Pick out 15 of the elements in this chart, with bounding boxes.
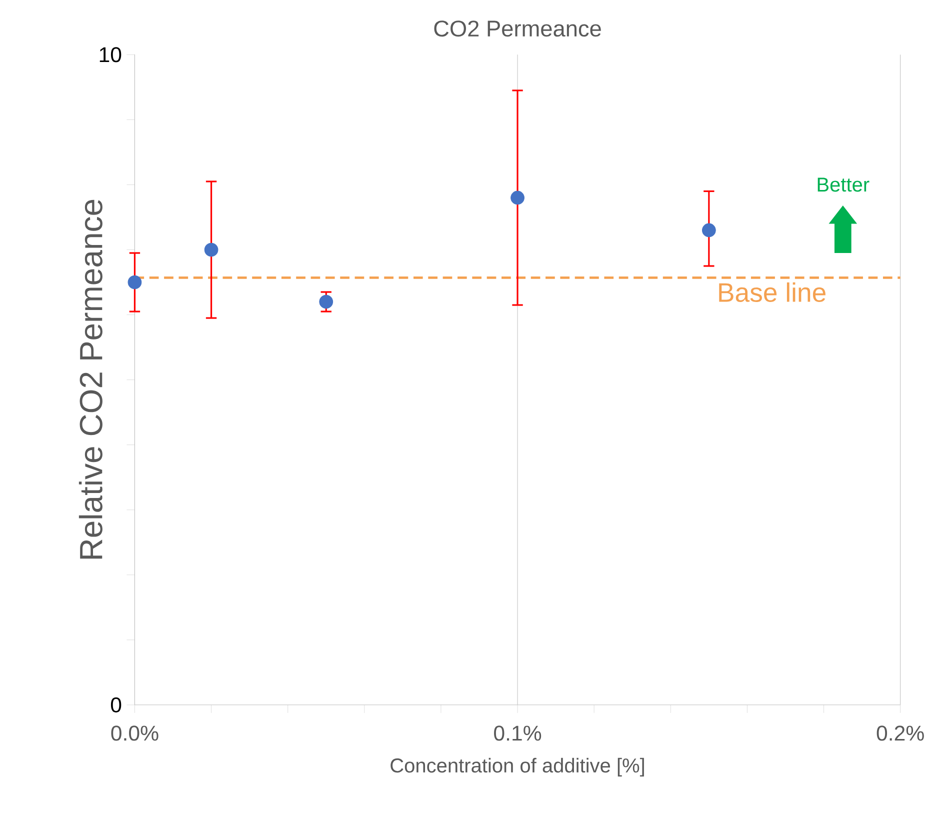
point [510,190,524,205]
y-axis-title: Relative CO2 Permeance [78,200,102,559]
x-tick-label: 0.2% [876,726,924,741]
y-tick-label: 0 [110,697,122,712]
chart-title: CO2 Permeance [434,20,601,37]
point [319,294,334,309]
point [128,275,142,290]
y-tick-label: 10 [100,47,122,62]
x-tick-label: 0.0% [111,726,158,741]
x-axis-title: Concentration of additive [%] [390,758,644,777]
point [702,223,716,238]
x-tick-label: 0.1% [494,726,542,741]
annotation: Better [818,178,870,192]
ref-line-label: Base line [719,282,826,302]
point [204,242,218,257]
